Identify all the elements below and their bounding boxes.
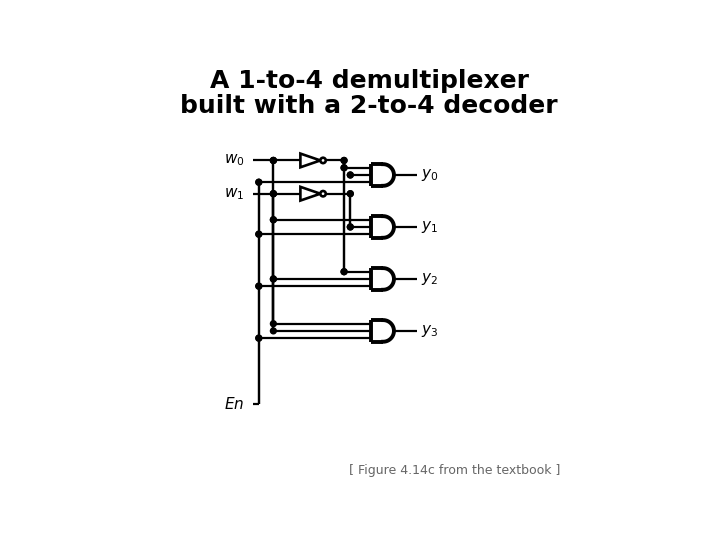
Circle shape <box>341 158 347 163</box>
Circle shape <box>271 217 276 222</box>
Circle shape <box>347 172 354 178</box>
Circle shape <box>347 224 354 230</box>
Circle shape <box>347 191 354 197</box>
Text: built with a 2-to-4 decoder: built with a 2-to-4 decoder <box>180 94 558 118</box>
Circle shape <box>256 335 262 341</box>
Circle shape <box>341 269 347 275</box>
Circle shape <box>271 321 276 327</box>
Circle shape <box>271 328 276 334</box>
Circle shape <box>256 179 262 185</box>
Text: $y_3$: $y_3$ <box>421 323 438 339</box>
Polygon shape <box>371 164 394 186</box>
Circle shape <box>256 284 262 289</box>
Polygon shape <box>300 187 320 200</box>
Polygon shape <box>300 153 320 167</box>
Circle shape <box>256 231 262 237</box>
Circle shape <box>341 158 347 163</box>
Circle shape <box>271 191 276 197</box>
Text: $y_2$: $y_2$ <box>421 271 438 287</box>
Circle shape <box>271 217 276 222</box>
Circle shape <box>271 191 276 197</box>
Circle shape <box>320 191 325 197</box>
Circle shape <box>256 284 262 289</box>
Circle shape <box>271 158 276 163</box>
Circle shape <box>341 269 347 275</box>
Text: $w_1$: $w_1$ <box>224 186 244 201</box>
Circle shape <box>341 165 347 171</box>
Circle shape <box>256 335 262 341</box>
Circle shape <box>341 165 347 171</box>
Circle shape <box>256 179 262 185</box>
Circle shape <box>271 191 276 197</box>
Polygon shape <box>371 268 394 290</box>
Circle shape <box>347 191 354 197</box>
Text: $y_1$: $y_1$ <box>421 219 438 235</box>
Text: $En$: $En$ <box>224 396 244 411</box>
Circle shape <box>271 276 276 282</box>
Circle shape <box>256 231 262 237</box>
Polygon shape <box>371 320 394 342</box>
Text: A 1-to-4 demultiplexer: A 1-to-4 demultiplexer <box>210 70 528 93</box>
Circle shape <box>347 224 354 230</box>
Circle shape <box>271 158 276 163</box>
Text: $y_0$: $y_0$ <box>421 167 438 183</box>
Circle shape <box>271 158 276 163</box>
Circle shape <box>271 276 276 282</box>
Circle shape <box>347 172 354 178</box>
Circle shape <box>320 158 325 163</box>
Polygon shape <box>371 216 394 238</box>
Text: [ Figure 4.14c from the textbook ]: [ Figure 4.14c from the textbook ] <box>349 464 560 477</box>
Text: $w_0$: $w_0$ <box>224 153 244 168</box>
